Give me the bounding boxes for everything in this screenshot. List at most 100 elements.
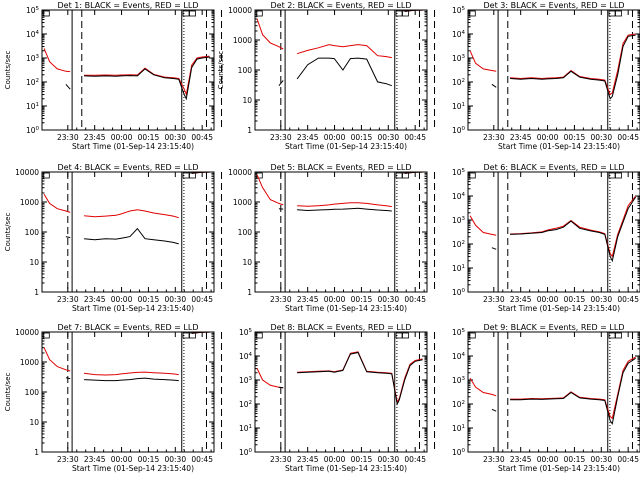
top-marker xyxy=(608,172,616,179)
plot-frame xyxy=(467,9,640,131)
y-tick-label: 10000 xyxy=(15,328,39,337)
x-tick-label: 00:30 xyxy=(590,133,612,142)
top-marker xyxy=(182,172,190,179)
y-tick-label: 100 xyxy=(238,228,253,237)
y-tick-label: 100 xyxy=(452,288,466,297)
panel-title: Det 1: BLACK = Events, RED = LLD xyxy=(58,1,199,10)
y-tick-label: 103 xyxy=(452,54,466,63)
x-tick-label: 00:30 xyxy=(590,295,612,304)
x-tick-label: 00:45 xyxy=(617,295,639,304)
x-tick-label: 00:30 xyxy=(164,295,186,304)
x-tick-label: 00:45 xyxy=(191,455,213,464)
x-tick-label: 00:15 xyxy=(351,133,373,142)
y-tick-label: 105 xyxy=(26,6,40,15)
y-tick-label: 100 xyxy=(26,126,40,135)
x-tick-label: 23:45 xyxy=(297,455,319,464)
series-line-red xyxy=(43,332,210,376)
top-marker xyxy=(608,10,616,17)
y-tick-label: 1000 xyxy=(20,358,39,367)
top-marker xyxy=(255,332,263,339)
series-line-red xyxy=(469,33,636,96)
x-tick-label: 23:45 xyxy=(510,455,532,464)
y-tick-label: 1 xyxy=(34,448,39,457)
x-tick-label: 23:45 xyxy=(84,133,106,142)
y-tick-label: 101 xyxy=(452,424,465,433)
y-tick-label: 10 xyxy=(242,96,252,105)
y-tick-label: 105 xyxy=(239,328,253,337)
x-tick-label: 23:30 xyxy=(270,295,292,304)
x-tick-label: 00:15 xyxy=(351,455,373,464)
series-line-red xyxy=(256,10,423,59)
x-tick-label: 00:45 xyxy=(191,295,213,304)
top-marker xyxy=(42,10,50,17)
x-tick-label: 23:45 xyxy=(297,295,319,304)
x-tick-label: 23:30 xyxy=(57,133,79,142)
series-line-black xyxy=(278,172,423,212)
y-axis-label: Counts/sec xyxy=(4,51,12,90)
plot-frame xyxy=(41,9,215,131)
top-marker xyxy=(615,172,622,179)
x-tick-label: 23:30 xyxy=(57,455,79,464)
top-marker xyxy=(255,172,263,179)
x-tick-label: 00:45 xyxy=(404,133,426,142)
x-axis-label: Start Time (01-Sep-14 23:15:40) xyxy=(72,464,194,473)
y-tick-label: 102 xyxy=(452,240,465,249)
y-tick-label: 102 xyxy=(452,400,465,409)
y-axis-label: Counts/sec xyxy=(4,213,12,252)
x-tick-label: 00:45 xyxy=(404,295,426,304)
x-tick-label: 00:00 xyxy=(111,295,133,304)
y-tick-label: 100 xyxy=(452,448,466,457)
panel-det-4: Det 4: BLACK = Events, RED = LLD 1 10 100 10… xyxy=(4,163,223,313)
panel-det-1: Det 1: BLACK = Events, RED = LLD 100 101 10… xyxy=(4,1,223,151)
x-axis-label: Start Time (01-Sep-14 23:15:40) xyxy=(498,304,620,313)
x-tick-label: 23:45 xyxy=(84,295,106,304)
series-line-black xyxy=(491,357,636,426)
panel-title: Det 3: BLACK = Events, RED = LLD xyxy=(484,1,625,10)
x-tick-label: 00:00 xyxy=(537,295,559,304)
panel-det-3: Det 3: BLACK = Events, RED = LLD 100 101 10… xyxy=(452,1,640,151)
y-tick-label: 102 xyxy=(239,400,252,409)
series-line-black xyxy=(491,34,636,100)
x-tick-label: 00:45 xyxy=(617,455,639,464)
x-tick-label: 00:15 xyxy=(138,133,160,142)
y-tick-label: 103 xyxy=(452,376,466,385)
x-tick-label: 00:15 xyxy=(351,295,373,304)
x-tick-label: 23:30 xyxy=(483,455,505,464)
x-tick-label: 00:00 xyxy=(324,295,346,304)
y-tick-label: 104 xyxy=(452,30,466,39)
x-tick-label: 23:45 xyxy=(84,455,106,464)
y-tick-label: 101 xyxy=(239,424,252,433)
series-line-red xyxy=(43,172,210,219)
top-marker xyxy=(402,332,409,339)
top-marker xyxy=(182,332,190,339)
y-tick-label: 105 xyxy=(452,328,466,337)
x-tick-label: 00:30 xyxy=(164,455,186,464)
x-tick-label: 23:45 xyxy=(510,295,532,304)
y-tick-label: 104 xyxy=(239,352,253,361)
panel-det-5: Det 5: BLACK = Events, RED = LLD 1 10 100 10… xyxy=(228,163,436,313)
series-line-red xyxy=(43,48,210,97)
top-marker xyxy=(395,172,403,179)
panel-title: Det 9: BLACK = Events, RED = LLD xyxy=(484,323,625,332)
y-tick-label: 10 xyxy=(242,258,252,267)
y-tick-label: 1000 xyxy=(233,36,252,45)
x-tick-label: 00:00 xyxy=(111,455,133,464)
y-tick-label: 102 xyxy=(26,78,39,87)
panel-det-9: Det 9: BLACK = Events, RED = LLD 100 101 10… xyxy=(452,323,640,473)
x-axis-label: Start Time (01-Sep-14 23:15:40) xyxy=(72,142,194,151)
series-line-black xyxy=(278,10,423,87)
series-line-red xyxy=(256,351,423,404)
x-tick-label: 00:30 xyxy=(164,133,186,142)
panel-title: Det 8: BLACK = Events, RED = LLD xyxy=(271,323,412,332)
x-tick-label: 00:15 xyxy=(564,455,586,464)
y-tick-label: 105 xyxy=(452,168,466,177)
y-tick-label: 103 xyxy=(239,376,253,385)
panel-title: Det 7: BLACK = Events, RED = LLD xyxy=(58,323,199,332)
x-tick-label: 23:30 xyxy=(483,295,505,304)
x-tick-label: 00:15 xyxy=(138,455,160,464)
series-line-red xyxy=(256,172,423,208)
top-marker xyxy=(42,172,50,179)
panel-title: Det 6: BLACK = Events, RED = LLD xyxy=(484,163,625,172)
y-tick-label: 1 xyxy=(34,288,39,297)
panel-det-6: Det 6: BLACK = Events, RED = LLD 100 101 10… xyxy=(452,163,640,313)
